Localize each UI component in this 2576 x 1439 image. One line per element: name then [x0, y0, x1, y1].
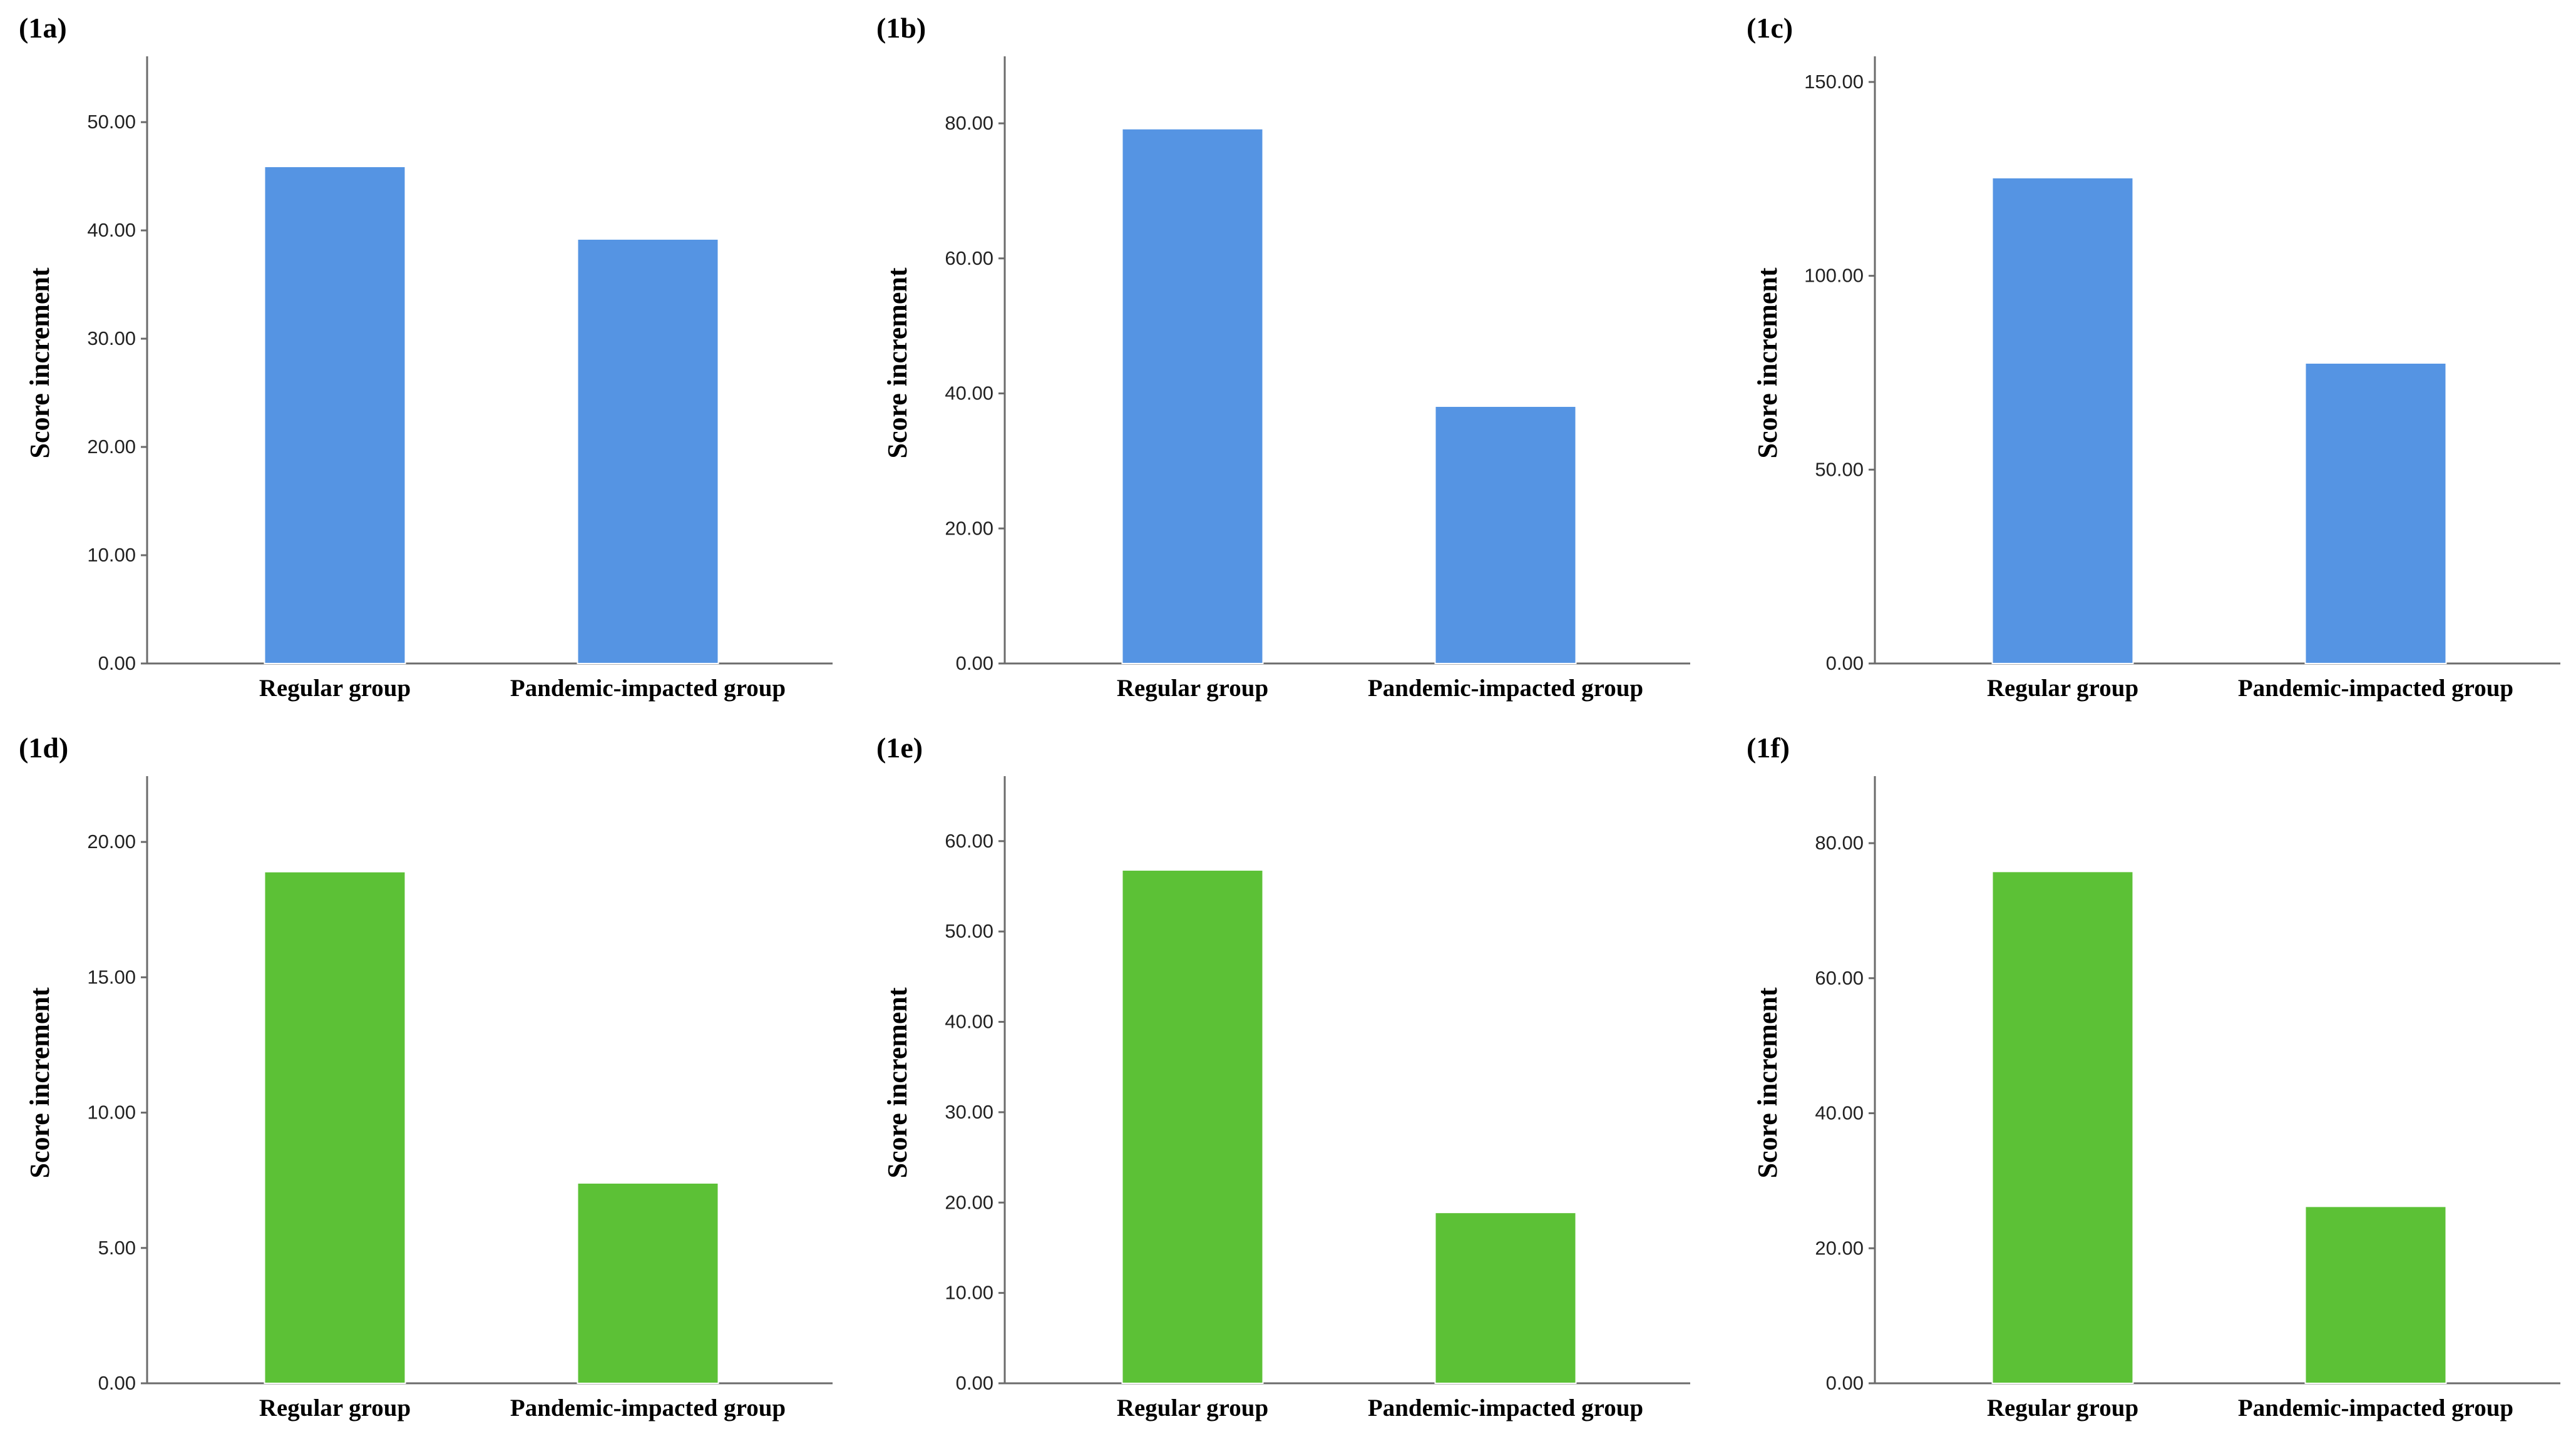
y-tick-label: 100.00	[1804, 265, 1864, 287]
y-tick-label: 5.00	[98, 1237, 136, 1259]
y-tick-label: 0.00	[956, 1372, 993, 1394]
bar-regular-group	[1991, 177, 2134, 665]
y-tick-label: 50.00	[945, 920, 993, 942]
y-tick-label: 0.00	[956, 652, 993, 674]
bar-regular-group	[264, 871, 406, 1384]
y-tick-label: 0.00	[98, 1372, 136, 1394]
y-tick-label: 0.00	[98, 652, 136, 674]
y-tick-label: 80.00	[1815, 832, 1864, 854]
y-tick-label: 20.00	[87, 436, 136, 458]
y-tick-label: 20.00	[87, 831, 136, 853]
bar-regular-group	[1991, 871, 2134, 1384]
chart-panel-1f: (1f) 0.00 20.00 40.00 60.00 80.00 Score increm…	[1728, 720, 2576, 1439]
y-tick-label: 20.00	[945, 517, 993, 539]
chart-panel-1d: (1d) 0.00 5.00 10.00 15.00 20.00 Score increme…	[0, 720, 851, 1439]
y-tick-label: 150.00	[1804, 71, 1864, 93]
y-axis-title: Score increment	[24, 987, 55, 1178]
y-axis-title: Score increment	[882, 987, 913, 1178]
panel-label: (1e)	[876, 732, 923, 764]
y-tick-label: 15.00	[87, 966, 136, 988]
bar-regular-group	[1121, 869, 1264, 1384]
y-tick-label: 50.00	[87, 111, 136, 133]
chart-panel-1a: (1a) 0.00 10.00 20.00 30.00 40.00 50.00 Score i…	[0, 0, 851, 720]
y-axis-title: Score increment	[1752, 987, 1783, 1178]
y-tick-label: 50.00	[1815, 458, 1864, 480]
y-tick-label: 40.00	[945, 1011, 993, 1033]
x-category-label: Pandemic-impacted group	[1368, 675, 1643, 702]
x-category-label: Regular group	[259, 675, 411, 702]
x-category-label: Regular group	[1987, 1395, 2138, 1421]
bar-pandemic-impacted-group	[1434, 406, 1577, 664]
y-tick-label: 60.00	[945, 830, 993, 852]
y-axis-title: Score increment	[24, 267, 55, 458]
panel-label: (1b)	[876, 12, 926, 44]
bar-regular-group	[264, 166, 406, 664]
y-tick-label: 10.00	[87, 544, 136, 566]
bar-pandemic-impacted-group	[1434, 1212, 1577, 1384]
y-tick-label: 80.00	[945, 112, 993, 134]
bar-pandemic-impacted-group	[2304, 362, 2447, 664]
chart-panel-1c: (1c) 0.00 50.00 100.00 150.00 Score increment…	[1728, 0, 2576, 720]
y-tick-label: 0.00	[1826, 1372, 1864, 1394]
bar-chart-svg: (1b) 0.00 20.00 40.00 60.00 80.00 Score increm…	[876, 12, 1690, 702]
y-tick-label: 40.00	[1815, 1102, 1864, 1124]
panel-label: (1a)	[19, 12, 67, 44]
y-tick-label: 10.00	[87, 1102, 136, 1124]
x-category-label: Pandemic-impacted group	[1368, 1395, 1643, 1421]
y-tick-label: 20.00	[1815, 1237, 1864, 1259]
chart-panel-1e: (1e) 0.00 10.00 20.00 30.00 40.00 50.00 60.00 Sc…	[858, 720, 1709, 1439]
bar-chart-svg: (1d) 0.00 5.00 10.00 15.00 20.00 Score increme…	[19, 732, 833, 1421]
y-axis-title: Score increment	[1752, 267, 1783, 458]
y-tick-label: 30.00	[87, 327, 136, 349]
x-category-label: Regular group	[1987, 675, 2138, 702]
x-category-label: Pandemic-impacted group	[510, 1395, 786, 1421]
y-tick-label: 0.00	[1826, 652, 1864, 674]
y-tick-label: 60.00	[945, 247, 993, 269]
panel-label: (1f)	[1747, 732, 1790, 764]
bar-chart-svg: (1c) 0.00 50.00 100.00 150.00 Score increment…	[1747, 12, 2560, 702]
x-category-label: Pandemic-impacted group	[2238, 1395, 2513, 1421]
x-category-label: Pandemic-impacted group	[510, 675, 786, 702]
bar-chart-svg: (1f) 0.00 20.00 40.00 60.00 80.00 Score increm…	[1747, 732, 2560, 1421]
y-tick-label: 40.00	[87, 219, 136, 241]
y-tick-label: 30.00	[945, 1101, 993, 1123]
x-category-label: Regular group	[1117, 675, 1268, 702]
bar-pandemic-impacted-group	[577, 238, 719, 665]
bar-regular-group	[1121, 128, 1264, 664]
x-category-label: Regular group	[259, 1395, 411, 1421]
panel-label: (1c)	[1747, 12, 1793, 44]
bar-pandemic-impacted-group	[577, 1182, 719, 1384]
y-tick-label: 60.00	[1815, 967, 1864, 989]
bar-chart-svg: (1a) 0.00 10.00 20.00 30.00 40.00 50.00 Score i…	[19, 12, 833, 702]
y-axis-title: Score increment	[882, 267, 913, 458]
chart-panel-1b: (1b) 0.00 20.00 40.00 60.00 80.00 Score increm…	[858, 0, 1709, 720]
y-tick-label: 20.00	[945, 1191, 993, 1213]
bar-chart-svg: (1e) 0.00 10.00 20.00 30.00 40.00 50.00 60.00 Sc…	[876, 732, 1690, 1421]
y-tick-label: 40.00	[945, 382, 993, 404]
y-tick-label: 10.00	[945, 1282, 993, 1304]
x-category-label: Pandemic-impacted group	[2238, 675, 2513, 702]
panel-label: (1d)	[19, 732, 68, 764]
bar-pandemic-impacted-group	[2304, 1206, 2447, 1384]
x-category-label: Regular group	[1117, 1395, 1268, 1421]
